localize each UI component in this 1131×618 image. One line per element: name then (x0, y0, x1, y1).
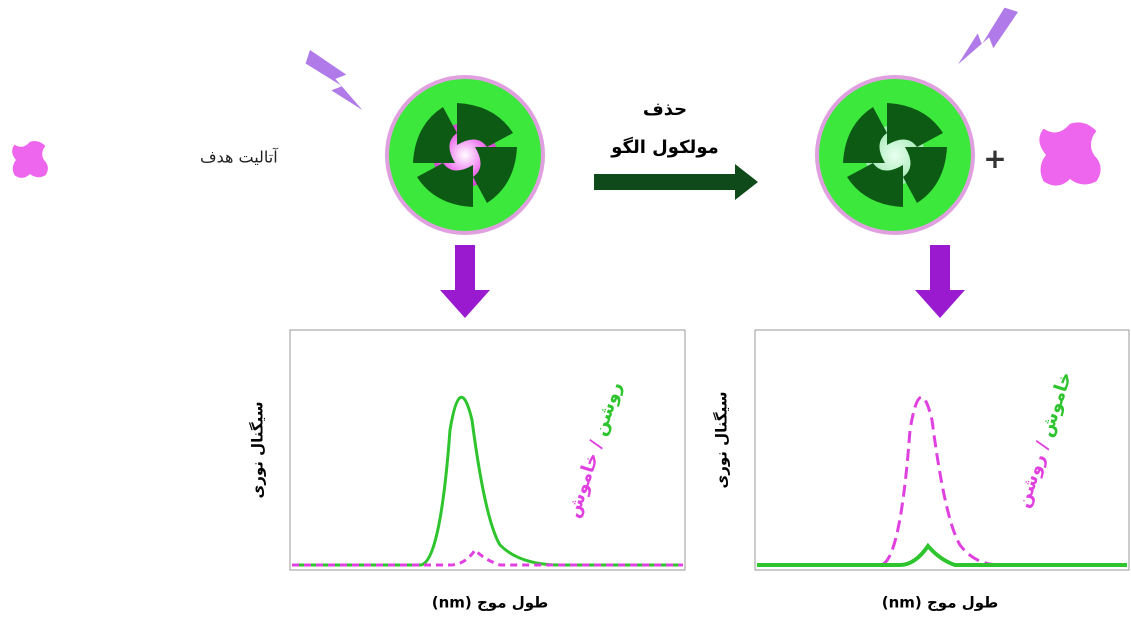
annotation: روشن / خاموش (563, 379, 627, 520)
on-label: روشن (589, 379, 626, 438)
imprinted-particle (299, 49, 545, 318)
off-curve (757, 396, 1001, 567)
empty-particle: + (815, 1, 1101, 318)
process-arrow: حذف مولکول الگو (594, 99, 758, 200)
arrow-label: مولکول الگو (610, 136, 719, 158)
light-bolt (299, 49, 372, 111)
spectrum-plot: سیگنال نوری طول موج (nm) خاموش / روشن (713, 329, 1130, 612)
light-bolt (957, 1, 1019, 74)
plus: + (983, 142, 1006, 175)
down-arrow (915, 245, 965, 318)
x-axis-label: طول موج (nm) (882, 594, 999, 612)
spectrum-plot: سیگنال نوری طول موج (nm) روشن / خاموش (249, 329, 686, 612)
y-axis-label: سیگنال نوری (249, 401, 267, 498)
y-axis-label: سیگنال نوری (713, 391, 731, 488)
legend-label: آتالیت هدف (200, 148, 279, 167)
down-arrow (440, 245, 490, 318)
legend: آتالیت هدف (12, 141, 279, 178)
off-label: روشن (1013, 451, 1050, 510)
plot-frame (754, 329, 1130, 571)
x-axis-label: طول موج (nm) (432, 594, 549, 612)
arrow (594, 164, 758, 200)
on-curve (292, 396, 683, 567)
arrow-label: حذف (643, 99, 687, 120)
analyte (1039, 122, 1101, 186)
off-curve (292, 547, 683, 567)
plot-frame (289, 329, 686, 571)
on-label: خاموش (1036, 369, 1077, 439)
off-label: خاموش (563, 450, 604, 520)
analyte-icon (12, 141, 48, 178)
on-curve (757, 542, 1127, 567)
annotation: خاموش / روشن (1013, 369, 1077, 510)
